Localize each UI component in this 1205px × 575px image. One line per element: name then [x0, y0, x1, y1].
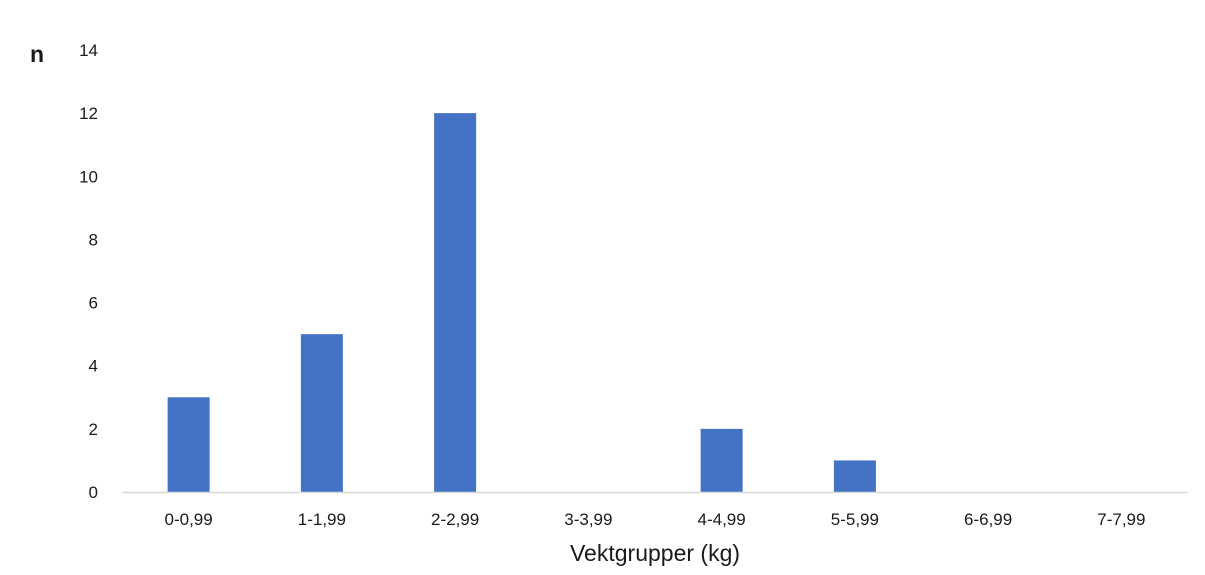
x-tick-label: 1-1,99 — [298, 510, 346, 529]
x-tick-label: 6-6,99 — [964, 510, 1012, 529]
x-tick-label: 4-4,99 — [698, 510, 746, 529]
y-tick-label: 2 — [89, 420, 98, 439]
x-tick-label: 3-3,99 — [564, 510, 612, 529]
x-axis-title: Vektgrupper (kg) — [570, 540, 740, 566]
bar-4-4,99 — [700, 428, 743, 492]
y-tick-label: 6 — [89, 294, 98, 313]
y-tick-label: 10 — [79, 167, 98, 186]
y-tick-label: 12 — [79, 104, 98, 123]
y-tick-label: 8 — [89, 230, 98, 249]
y-tick-label: 4 — [89, 357, 98, 376]
bar-1-1,99 — [300, 334, 343, 492]
x-tick-label: 0-0,99 — [165, 510, 213, 529]
bar-0-0,99 — [167, 397, 210, 492]
x-tick-label: 5-5,99 — [831, 510, 879, 529]
y-tick-labels: 0 2 4 6 8 10 12 14 — [79, 41, 98, 502]
bars — [167, 113, 876, 493]
x-tick-label: 7-7,99 — [1097, 510, 1145, 529]
y-tick-label: 0 — [89, 483, 98, 502]
x-tick-labels: 0-0,99 1-1,99 2-2,99 3-3,99 4-4,99 5-5,99 6-6,… — [165, 510, 1146, 529]
x-tick-label: 2-2,99 — [431, 510, 479, 529]
bar-2-2,99 — [434, 113, 477, 493]
bar-5-5,99 — [833, 460, 876, 492]
y-axis-title: n — [30, 41, 44, 67]
y-tick-label: 14 — [79, 41, 98, 60]
